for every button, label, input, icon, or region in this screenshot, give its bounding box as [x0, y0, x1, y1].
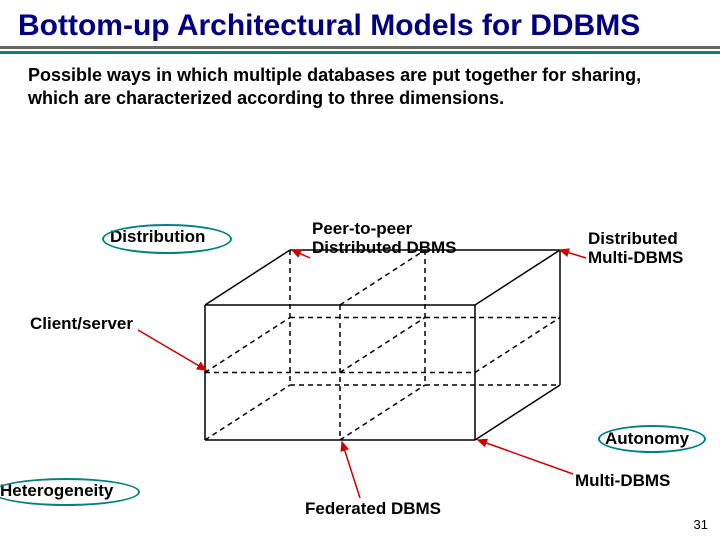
title-underline — [0, 46, 720, 54]
label-heterogeneity: Heterogeneity — [0, 482, 113, 501]
label-peer-to-peer: Peer-to-peerDistributed DBMS — [312, 220, 457, 257]
slide-title: Bottom-up Architectural Models for DDBMS — [0, 0, 720, 46]
client-server-arrow — [138, 330, 206, 370]
body-paragraph: Possible ways in which multiple database… — [0, 54, 720, 111]
dist-multi-arrow — [560, 250, 586, 258]
slide-number: 31 — [694, 517, 708, 532]
multi-dbms-arrow — [478, 440, 573, 474]
label-federated: Federated DBMS — [305, 500, 441, 519]
cube-diagram: Distribution Peer-to-peerDistributed DBM… — [0, 210, 720, 530]
federated-arrow — [342, 442, 360, 498]
label-distribution: Distribution — [110, 228, 205, 247]
label-distributed-multi: DistributedMulti-DBMS — [588, 230, 683, 267]
label-multi-dbms: Multi-DBMS — [575, 472, 670, 491]
peer-arrow — [292, 250, 310, 258]
label-autonomy: Autonomy — [605, 430, 689, 449]
underline-gray — [0, 46, 720, 49]
label-client-server: Client/server — [30, 315, 133, 334]
